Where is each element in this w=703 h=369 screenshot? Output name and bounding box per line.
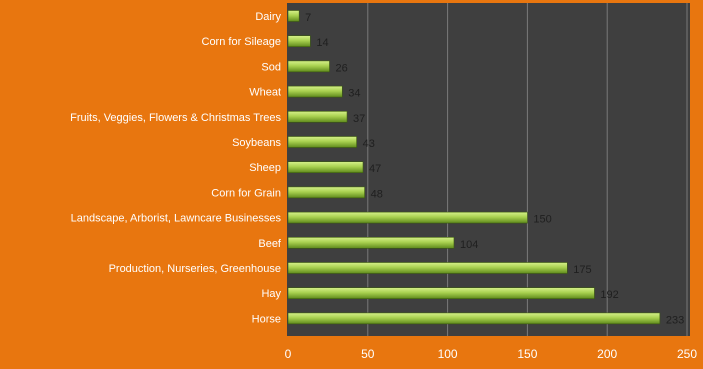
value-label: 43 bbox=[363, 138, 375, 150]
value-label: 175 bbox=[573, 264, 591, 276]
value-label: 104 bbox=[460, 239, 478, 251]
category-label: Sheep bbox=[249, 162, 281, 174]
category-label: Horse bbox=[252, 313, 281, 325]
category-label: Beef bbox=[258, 238, 282, 250]
bar bbox=[287, 312, 661, 325]
category-label: Landscape, Arborist, Lawncare Businesses bbox=[71, 213, 282, 225]
bar bbox=[287, 161, 364, 173]
gridlines bbox=[367, 3, 688, 336]
bar bbox=[287, 186, 365, 199]
category-label: Wheat bbox=[249, 87, 281, 99]
value-label: 26 bbox=[335, 62, 347, 74]
value-labels: 7 14 26 34 37 43 47 48 150 104 175 192 233 bbox=[305, 12, 684, 326]
bar bbox=[287, 211, 528, 224]
x-tick-label: 50 bbox=[361, 347, 375, 361]
bar bbox=[287, 136, 357, 148]
bar bbox=[287, 85, 343, 98]
value-label: 192 bbox=[600, 289, 618, 301]
value-label: 7 bbox=[305, 12, 311, 24]
value-label: 48 bbox=[371, 188, 383, 200]
bar bbox=[287, 287, 595, 300]
value-label: 47 bbox=[369, 163, 381, 175]
category-label: Corn for Sileage bbox=[202, 36, 282, 48]
x-tick-label: 250 bbox=[677, 347, 697, 361]
value-label: 150 bbox=[533, 214, 551, 226]
category-label: Hay bbox=[261, 288, 281, 300]
category-label: Fruits, Veggies, Flowers & Christmas Tre… bbox=[70, 112, 281, 124]
bar bbox=[287, 262, 568, 274]
category-labels: Dairy Corn for Sileage Sod Wheat Fruits, Veg… bbox=[70, 11, 282, 325]
category-label: Production, Nurseries, Greenhouse bbox=[109, 263, 281, 275]
category-label: Corn for Grain bbox=[211, 187, 281, 199]
category-label: Sod bbox=[261, 61, 281, 73]
value-label: 34 bbox=[348, 88, 360, 100]
value-label: 37 bbox=[353, 113, 365, 125]
x-tick-label: 200 bbox=[597, 347, 617, 361]
category-label: Dairy bbox=[255, 11, 281, 23]
x-tick-label: 0 bbox=[285, 347, 292, 361]
bar bbox=[287, 237, 455, 249]
category-label: Soybeans bbox=[232, 137, 281, 149]
value-label: 233 bbox=[666, 314, 684, 326]
value-label: 14 bbox=[316, 37, 328, 49]
x-tick-label: 150 bbox=[517, 347, 537, 361]
x-axis-ticks: 0 50 100 150 200 250 bbox=[285, 347, 698, 361]
bar bbox=[287, 10, 300, 22]
bar bbox=[287, 111, 348, 123]
bar bbox=[287, 35, 311, 48]
bar bbox=[287, 60, 330, 73]
bars bbox=[287, 10, 661, 325]
x-tick-label: 100 bbox=[438, 347, 458, 361]
